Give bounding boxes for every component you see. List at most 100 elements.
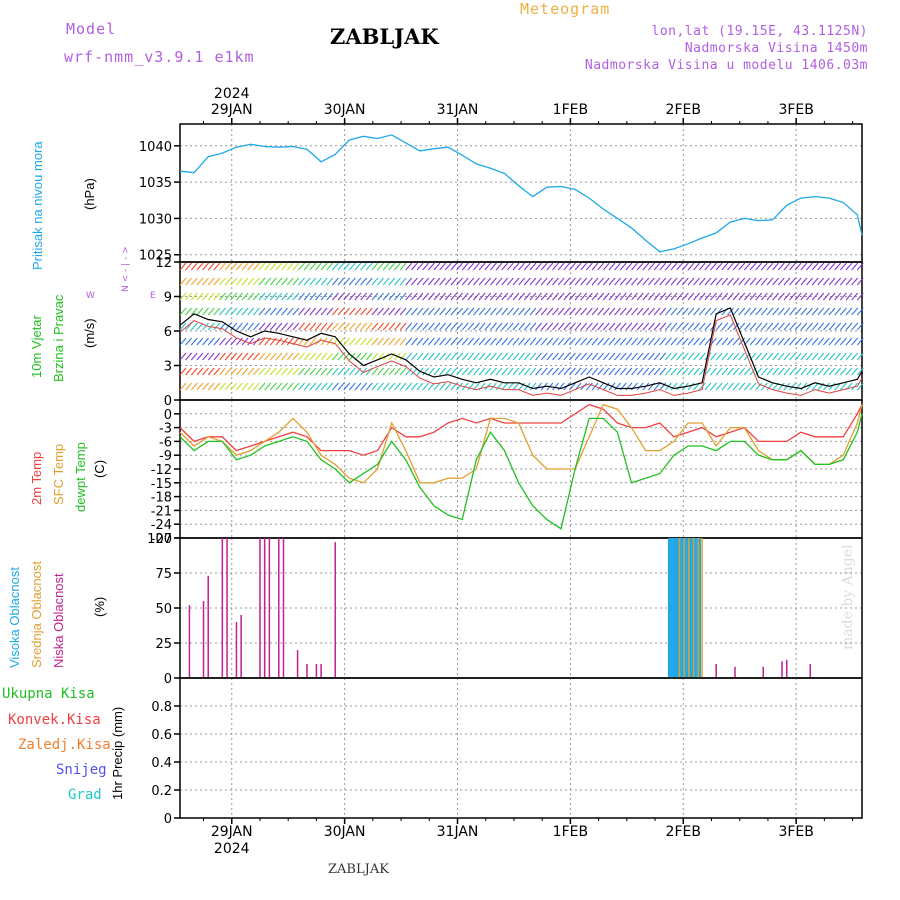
wind-barb bbox=[467, 292, 475, 301]
cloud-bar bbox=[715, 664, 717, 678]
wind-barb bbox=[506, 322, 514, 331]
wind-barb bbox=[303, 322, 311, 331]
wind-barb bbox=[422, 337, 430, 346]
wind-barb bbox=[371, 322, 379, 331]
wind-barb bbox=[749, 262, 757, 271]
wind-barb bbox=[614, 337, 621, 346]
wind-barb bbox=[687, 277, 695, 286]
wind-barb bbox=[236, 367, 243, 376]
wind-barb bbox=[281, 352, 288, 361]
wind-barb bbox=[676, 352, 684, 361]
wind-barb bbox=[456, 322, 463, 331]
wind-barb bbox=[744, 277, 751, 286]
wind-barb bbox=[405, 262, 413, 271]
wind-barb bbox=[236, 262, 243, 271]
wind-barb bbox=[777, 322, 785, 331]
wind-barb bbox=[484, 277, 492, 286]
wind-barb bbox=[597, 367, 605, 376]
wind-barb bbox=[281, 292, 288, 301]
wind-barb bbox=[687, 367, 695, 376]
wind-barb bbox=[292, 292, 300, 301]
cloud-bar bbox=[682, 538, 685, 678]
wind-barb bbox=[574, 307, 582, 316]
wind-barb bbox=[580, 292, 588, 301]
wind-barb bbox=[354, 262, 362, 271]
y-tick-label: 100 bbox=[147, 532, 172, 547]
wind-barb bbox=[766, 262, 774, 271]
wind-barb bbox=[625, 277, 633, 286]
wind-barb bbox=[416, 322, 424, 331]
wind-barb bbox=[456, 262, 463, 271]
wind-barb bbox=[439, 352, 447, 361]
wind-barb bbox=[563, 352, 571, 361]
wind-barb bbox=[416, 262, 424, 271]
wind-barb bbox=[281, 367, 288, 376]
wind-barb bbox=[427, 292, 435, 301]
wind-speed-line bbox=[179, 307, 863, 390]
wind-barb bbox=[856, 277, 864, 286]
wind-barb bbox=[219, 307, 226, 316]
wind-barb bbox=[512, 277, 520, 286]
wind-barb bbox=[727, 337, 734, 346]
wind-barb bbox=[546, 337, 554, 346]
wind-barb bbox=[286, 352, 294, 361]
y-tick-label: 1025 bbox=[139, 249, 172, 264]
wind-barb bbox=[540, 322, 548, 331]
wind-barb bbox=[552, 337, 559, 346]
date-label: 29JAN bbox=[211, 102, 253, 118]
wind-barb bbox=[766, 307, 774, 316]
meteogram-label: Meteogram bbox=[520, 0, 611, 18]
wind-panel: 0 3 6 9 12 N < - | - > W E bbox=[86, 246, 864, 409]
wind-barb bbox=[258, 262, 266, 271]
wind-barb bbox=[473, 322, 480, 331]
wind-barb bbox=[800, 277, 808, 286]
wind-barb bbox=[794, 322, 802, 331]
wind-barb bbox=[557, 367, 565, 376]
wind-barb bbox=[343, 277, 351, 286]
cloud-bar bbox=[263, 538, 266, 678]
wind-barb bbox=[546, 292, 554, 301]
wind-barb bbox=[535, 262, 542, 271]
cloud-bar bbox=[677, 538, 680, 678]
wind-barb bbox=[518, 337, 526, 346]
y-tick-label: -3 bbox=[159, 422, 172, 437]
date-label: 2FEB bbox=[666, 102, 701, 118]
wind-barb bbox=[777, 382, 785, 391]
cloud-panel: 0 25 50 75 100 bbox=[147, 532, 863, 687]
wind-barb bbox=[755, 337, 763, 346]
wind-barb bbox=[444, 337, 452, 346]
wind-barb bbox=[332, 382, 339, 391]
y-tick-label: 0 bbox=[164, 394, 172, 409]
wind-barb bbox=[811, 262, 819, 271]
wind-barb bbox=[557, 322, 565, 331]
wind-barb bbox=[851, 322, 859, 331]
wind-barb bbox=[760, 322, 768, 331]
wind-barb bbox=[552, 367, 559, 376]
wind-barb bbox=[405, 367, 413, 376]
wind-barb bbox=[659, 352, 667, 361]
cloud-bar bbox=[679, 538, 683, 678]
cloud-bar bbox=[226, 538, 228, 678]
wind-barb bbox=[382, 307, 390, 316]
compass-west: W bbox=[86, 291, 95, 301]
wind-barb bbox=[456, 352, 463, 361]
wind-barb bbox=[484, 367, 492, 376]
cloud-bar bbox=[268, 538, 271, 678]
wind-barb bbox=[354, 277, 362, 286]
wind-barb bbox=[777, 337, 785, 346]
wind-barb bbox=[411, 307, 418, 316]
wind-barb bbox=[766, 367, 774, 376]
wind-barb bbox=[416, 292, 424, 301]
panel-frame bbox=[179, 677, 863, 819]
y-tick-label: 50 bbox=[155, 602, 172, 617]
wind-barb bbox=[789, 322, 796, 331]
wind-barb bbox=[552, 262, 559, 271]
wind-barb bbox=[320, 277, 328, 286]
wind-barb bbox=[806, 292, 813, 301]
wind-barb bbox=[360, 367, 367, 376]
cloud-bar bbox=[667, 538, 671, 678]
wind-barb bbox=[608, 322, 616, 331]
wind-barb bbox=[806, 367, 813, 376]
wind-barb bbox=[823, 382, 830, 391]
wind-barb bbox=[512, 367, 520, 376]
